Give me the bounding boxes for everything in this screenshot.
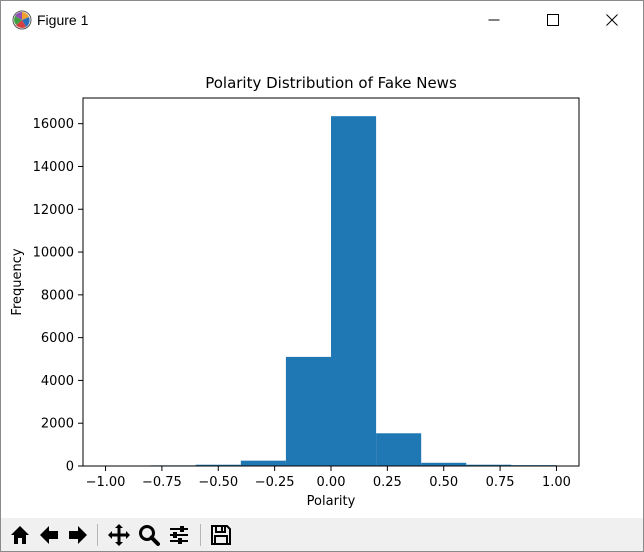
figure-canvas[interactable]: −1.00 −0.75 −0.50 −0.25 0.00 0.25 0.50 0.75 1.00… [1,39,643,517]
back-button[interactable] [35,521,63,549]
x-tick-label: 0.75 [486,475,515,490]
minimize-button[interactable] [471,1,517,39]
y-tick-label: 14000 [33,160,74,175]
y-tick-label: 6000 [41,331,74,346]
matplotlib-icon [12,10,32,30]
y-tick-label: 8000 [41,288,74,303]
save-button[interactable] [207,521,235,549]
configure-subplots-button[interactable] [165,521,193,549]
x-tick-label: −0.75 [142,475,182,490]
x-tick-label: 0.50 [429,475,458,490]
y-tick-label: 0 [66,460,74,475]
histogram-bar [195,464,241,466]
x-tick-label: −0.50 [198,475,238,490]
x-tick-label: −1.00 [86,475,126,490]
close-button[interactable] [589,1,635,39]
home-icon [11,526,29,544]
toolbar-separator [200,524,201,546]
navigation-toolbar [1,518,643,551]
y-tick-label: 2000 [41,417,74,432]
x-axis-label: Polarity [307,494,356,509]
x-tick-label: −0.25 [255,475,295,490]
y-axis-label: Frequency [10,248,25,315]
histogram-bar [285,356,331,466]
close-icon [606,14,618,26]
toolbar-separator [97,524,98,546]
x-tick-label: 0.25 [373,475,402,490]
zoom-button[interactable] [135,521,163,549]
subplots-config-icon [170,526,188,544]
y-tick-label: 10000 [33,246,74,261]
y-tick-label: 16000 [33,117,74,132]
pan-icon [108,524,130,546]
y-tick-label: 4000 [41,374,74,389]
zoom-icon [139,525,160,546]
x-tick-label: 0.00 [317,475,346,490]
minimize-icon [488,19,500,21]
home-button[interactable] [6,521,34,549]
back-arrow-icon [40,526,58,544]
window-title: Figure 1 [37,12,89,28]
x-tick-label: 1.00 [542,475,571,490]
histogram-chart: −1.00 −0.75 −0.50 −0.25 0.00 0.25 0.50 0.75 1.00… [10,74,580,509]
histogram-bar [376,433,422,466]
save-icon [211,525,231,545]
histogram-bar [240,460,286,466]
title-bar[interactable]: Figure 1 [1,1,643,39]
pan-button[interactable] [105,521,133,549]
forward-arrow-icon [69,526,87,544]
histogram-bar [466,464,512,466]
maximize-icon [547,14,559,26]
maximize-button[interactable] [530,1,576,39]
y-tick-label: 12000 [33,203,74,218]
histogram-bar [331,116,377,467]
chart-title: Polarity Distribution of Fake News [205,74,457,92]
histogram-bar [421,462,467,466]
forward-button[interactable] [64,521,92,549]
